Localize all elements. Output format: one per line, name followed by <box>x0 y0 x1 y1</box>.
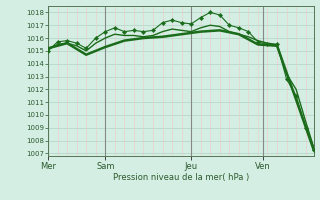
X-axis label: Pression niveau de la mer( hPa ): Pression niveau de la mer( hPa ) <box>113 173 249 182</box>
